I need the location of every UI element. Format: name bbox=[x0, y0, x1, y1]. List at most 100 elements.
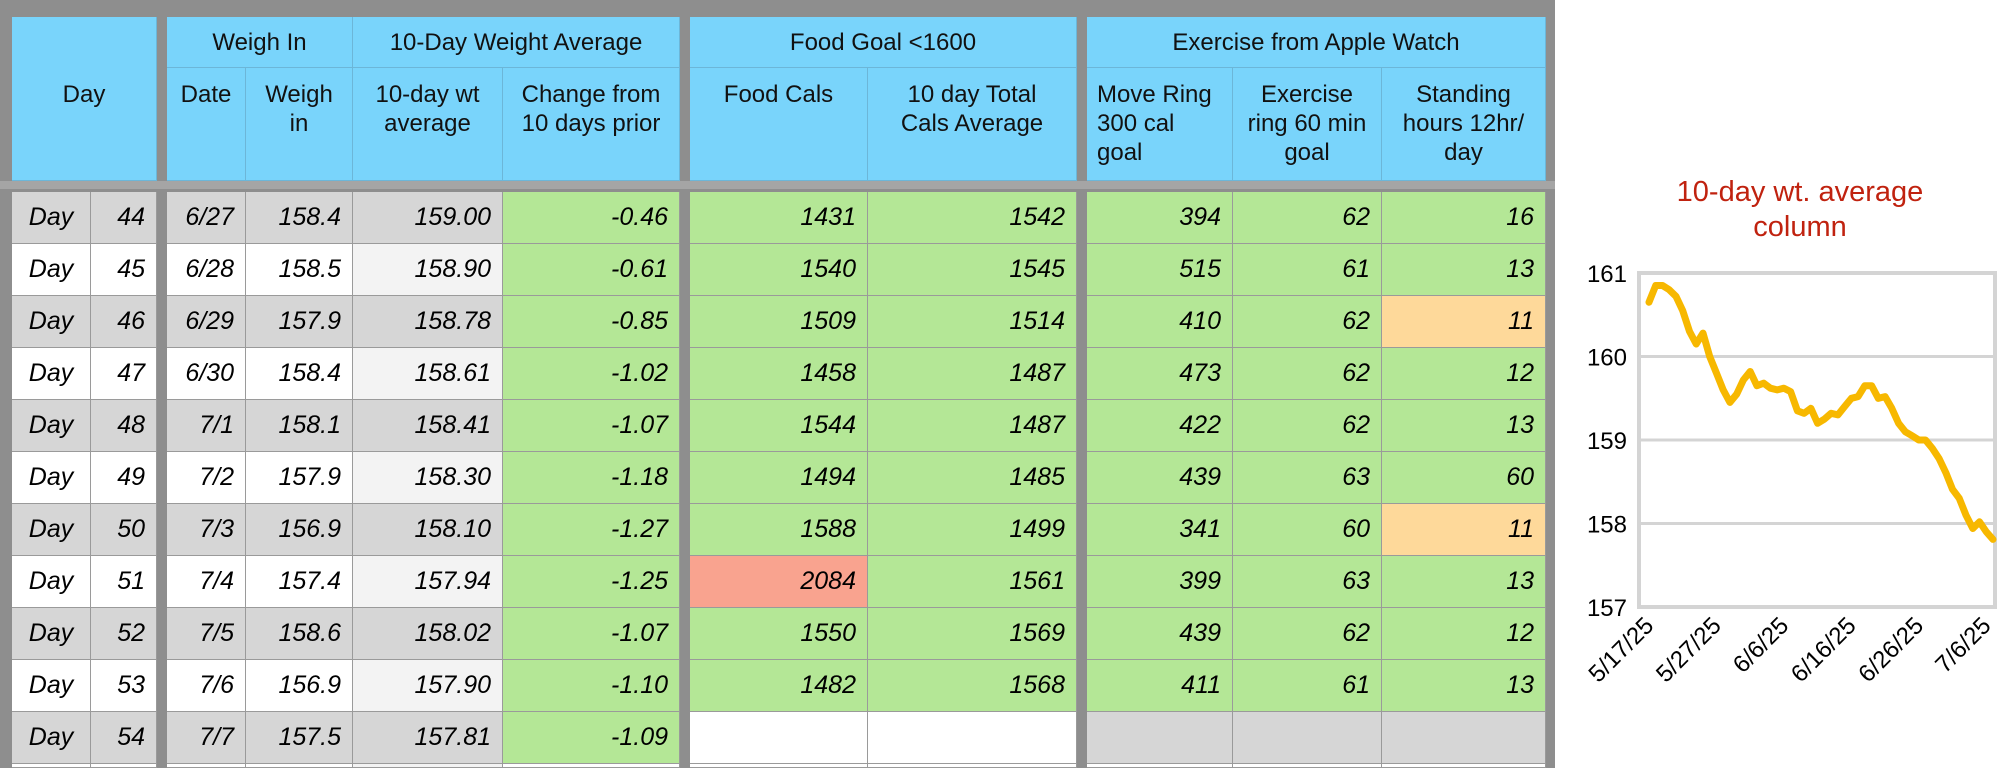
food-cals-cell[interactable]: 1494 bbox=[690, 452, 868, 504]
total-cals-avg-cell[interactable] bbox=[868, 712, 1077, 764]
exercise-ring-cell[interactable] bbox=[1233, 712, 1382, 764]
food-cals-cell[interactable]: 1588 bbox=[690, 504, 868, 556]
change-cell[interactable]: -1.02 bbox=[503, 348, 680, 400]
food-cals-cell[interactable] bbox=[690, 712, 868, 764]
partial-row-cell[interactable] bbox=[1233, 764, 1382, 768]
weigh-in-cell[interactable]: 157.5 bbox=[246, 712, 353, 764]
standing-hours-cell[interactable]: 13 bbox=[1382, 400, 1546, 452]
move-ring-cell[interactable]: 439 bbox=[1087, 608, 1233, 660]
column-header-date[interactable]: Date bbox=[167, 68, 246, 181]
move-ring-cell[interactable]: 394 bbox=[1087, 192, 1233, 244]
food-cals-cell[interactable]: 1540 bbox=[690, 244, 868, 296]
move-ring-cell[interactable]: 422 bbox=[1087, 400, 1233, 452]
day-number-cell[interactable]: 48 bbox=[91, 400, 157, 452]
exercise-ring-cell[interactable]: 62 bbox=[1233, 348, 1382, 400]
day-label-cell[interactable]: Day bbox=[12, 348, 91, 400]
day-label-cell[interactable]: Day bbox=[12, 244, 91, 296]
exercise-ring-cell[interactable]: 63 bbox=[1233, 556, 1382, 608]
food-cals-cell[interactable]: 1482 bbox=[690, 660, 868, 712]
date-cell[interactable]: 7/2 bbox=[167, 452, 246, 504]
day-label-cell[interactable]: Day bbox=[12, 400, 91, 452]
total-cals-avg-cell[interactable]: 1545 bbox=[868, 244, 1077, 296]
move-ring-cell[interactable]: 515 bbox=[1087, 244, 1233, 296]
date-cell[interactable]: 7/6 bbox=[167, 660, 246, 712]
avg-cell[interactable]: 158.78 bbox=[353, 296, 503, 348]
column-header-total-cals-avg[interactable]: 10 day Total Cals Average bbox=[868, 68, 1077, 181]
group-header-food-goal[interactable]: Food Goal <1600 bbox=[690, 17, 1077, 68]
move-ring-cell[interactable]: 473 bbox=[1087, 348, 1233, 400]
total-cals-avg-cell[interactable]: 1542 bbox=[868, 192, 1077, 244]
total-cals-avg-cell[interactable]: 1487 bbox=[868, 348, 1077, 400]
day-number-cell[interactable]: 52 bbox=[91, 608, 157, 660]
column-header-exercise-ring[interactable]: Exercise ring 60 min goal bbox=[1233, 68, 1382, 181]
weigh-in-cell[interactable]: 158.5 bbox=[246, 244, 353, 296]
date-cell[interactable]: 6/29 bbox=[167, 296, 246, 348]
partial-row-cell[interactable] bbox=[868, 764, 1077, 768]
move-ring-cell[interactable]: 411 bbox=[1087, 660, 1233, 712]
day-label-cell[interactable]: Day bbox=[12, 452, 91, 504]
day-label-cell[interactable]: Day bbox=[12, 660, 91, 712]
partial-row-cell[interactable] bbox=[246, 764, 353, 768]
day-number-cell[interactable]: 51 bbox=[91, 556, 157, 608]
day-number-cell[interactable]: 47 bbox=[91, 348, 157, 400]
day-label-cell[interactable]: Day bbox=[12, 556, 91, 608]
move-ring-cell[interactable]: 439 bbox=[1087, 452, 1233, 504]
standing-hours-cell[interactable]: 11 bbox=[1382, 504, 1546, 556]
weigh-in-cell[interactable]: 158.6 bbox=[246, 608, 353, 660]
column-header-10day-avg[interactable]: 10-day wt average bbox=[353, 68, 503, 181]
column-header-standing-hours[interactable]: Standing hours 12hr/ day bbox=[1382, 68, 1546, 181]
weigh-in-cell[interactable]: 156.9 bbox=[246, 660, 353, 712]
exercise-ring-cell[interactable]: 62 bbox=[1233, 608, 1382, 660]
weigh-in-cell[interactable]: 156.9 bbox=[246, 504, 353, 556]
day-number-cell[interactable]: 45 bbox=[91, 244, 157, 296]
weigh-in-cell[interactable]: 158.4 bbox=[246, 192, 353, 244]
weigh-in-cell[interactable]: 157.4 bbox=[246, 556, 353, 608]
avg-cell[interactable]: 157.81 bbox=[353, 712, 503, 764]
day-label-cell[interactable]: Day bbox=[12, 712, 91, 764]
change-cell[interactable]: -1.07 bbox=[503, 400, 680, 452]
exercise-ring-cell[interactable]: 62 bbox=[1233, 296, 1382, 348]
date-cell[interactable]: 7/7 bbox=[167, 712, 246, 764]
day-number-cell[interactable]: 44 bbox=[91, 192, 157, 244]
day-number-cell[interactable]: 53 bbox=[91, 660, 157, 712]
standing-hours-cell[interactable]: 13 bbox=[1382, 556, 1546, 608]
food-cals-cell[interactable]: 1458 bbox=[690, 348, 868, 400]
partial-row-cell[interactable] bbox=[353, 764, 503, 768]
partial-row-cell[interactable] bbox=[167, 764, 246, 768]
move-ring-cell[interactable] bbox=[1087, 712, 1233, 764]
total-cals-avg-cell[interactable]: 1499 bbox=[868, 504, 1077, 556]
exercise-ring-cell[interactable]: 60 bbox=[1233, 504, 1382, 556]
day-label-cell[interactable]: Day bbox=[12, 504, 91, 556]
weigh-in-cell[interactable]: 158.1 bbox=[246, 400, 353, 452]
date-cell[interactable]: 7/4 bbox=[167, 556, 246, 608]
standing-hours-cell[interactable]: 11 bbox=[1382, 296, 1546, 348]
standing-hours-cell[interactable]: 12 bbox=[1382, 608, 1546, 660]
column-header-food-cals[interactable]: Food Cals bbox=[690, 68, 868, 181]
exercise-ring-cell[interactable]: 62 bbox=[1233, 400, 1382, 452]
group-header-exercise[interactable]: Exercise from Apple Watch bbox=[1087, 17, 1546, 68]
standing-hours-cell[interactable]: 12 bbox=[1382, 348, 1546, 400]
food-cals-cell[interactable]: 1544 bbox=[690, 400, 868, 452]
move-ring-cell[interactable]: 410 bbox=[1087, 296, 1233, 348]
change-cell[interactable]: -1.09 bbox=[503, 712, 680, 764]
day-label-cell[interactable]: Day bbox=[12, 296, 91, 348]
partial-row-cell[interactable] bbox=[12, 764, 91, 768]
change-cell[interactable]: -1.07 bbox=[503, 608, 680, 660]
day-number-cell[interactable]: 49 bbox=[91, 452, 157, 504]
food-cals-cell[interactable]: 1431 bbox=[690, 192, 868, 244]
total-cals-avg-cell[interactable]: 1514 bbox=[868, 296, 1077, 348]
change-cell[interactable]: -1.18 bbox=[503, 452, 680, 504]
change-cell[interactable]: -0.85 bbox=[503, 296, 680, 348]
group-header-10day-average[interactable]: 10-Day Weight Average bbox=[353, 17, 680, 68]
standing-hours-cell[interactable]: 16 bbox=[1382, 192, 1546, 244]
day-label-cell[interactable]: Day bbox=[12, 608, 91, 660]
avg-cell[interactable]: 158.61 bbox=[353, 348, 503, 400]
food-cals-cell[interactable]: 2084 bbox=[690, 556, 868, 608]
partial-row-cell[interactable] bbox=[503, 764, 680, 768]
total-cals-avg-cell[interactable]: 1485 bbox=[868, 452, 1077, 504]
weigh-in-cell[interactable]: 157.9 bbox=[246, 452, 353, 504]
exercise-ring-cell[interactable]: 63 bbox=[1233, 452, 1382, 504]
avg-cell[interactable]: 159.00 bbox=[353, 192, 503, 244]
standing-hours-cell[interactable]: 13 bbox=[1382, 244, 1546, 296]
exercise-ring-cell[interactable]: 62 bbox=[1233, 192, 1382, 244]
